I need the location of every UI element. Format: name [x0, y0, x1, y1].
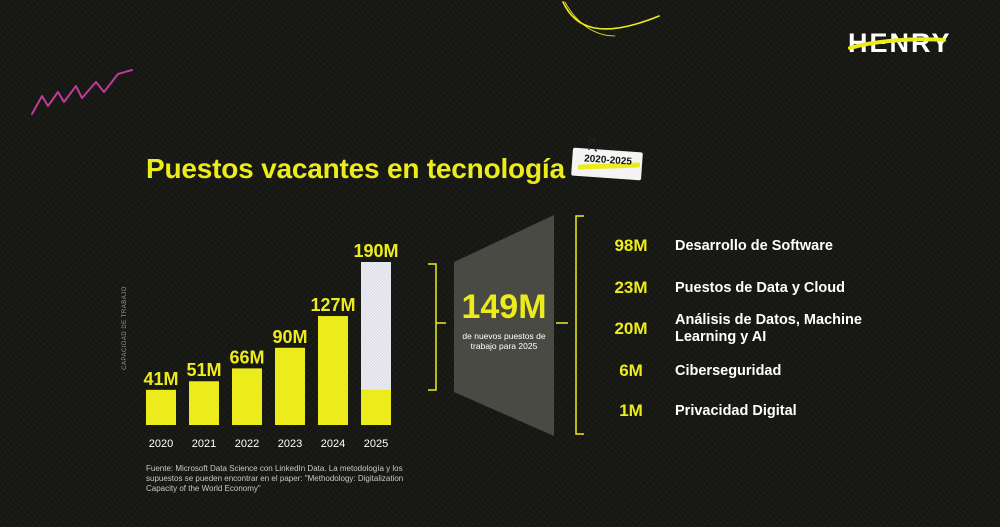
x-tick-label-2025: 2025: [364, 438, 388, 450]
breakdown-value: 23M: [614, 278, 648, 297]
data-label-2020: 41M: [143, 369, 178, 389]
breakdown-row-software: 98M Desarrollo de Software: [600, 236, 833, 256]
breakdown-label: Desarrollo de Software: [675, 237, 833, 254]
pink-zigzag-doodle: [31, 69, 133, 115]
bar-2023: [275, 347, 305, 425]
paper-clip-icon: [588, 138, 598, 152]
data-label-2023: 90M: [272, 327, 307, 347]
x-tick-label-2023: 2023: [278, 438, 302, 450]
breakdown-value: 20M: [614, 319, 648, 338]
data-label-2024: 127M: [310, 295, 355, 315]
breakdown-value: 6M: [619, 361, 643, 380]
source-note: Fuente: Microsoft Data Science con Linke…: [146, 464, 404, 493]
yellow-arc-doodle: [562, 1, 660, 37]
bar-2020: [146, 389, 176, 425]
breakdown-row-ai: 20M Análisis de Datos, Machine Learning …: [600, 312, 875, 346]
breakdown-row-privacy: 1M Privacidad Digital: [600, 401, 797, 421]
total-new-jobs-value: 149M: [461, 288, 547, 326]
breakdown-value: 1M: [619, 401, 643, 420]
breakdown-label: Puestos de Data y Cloud: [675, 279, 846, 296]
breakdown-label: Análisis de Datos, Machine Learning y AI: [675, 312, 862, 345]
data-label-2025: 190M: [353, 241, 398, 261]
tag-highlight-stroke: [578, 162, 640, 170]
total-new-jobs-caption: de nuevos puestos de trabajo para 2025: [462, 331, 546, 351]
x-tick-label-2021: 2021: [192, 438, 216, 450]
x-tick-label-2022: 2022: [235, 438, 259, 450]
x-tick-label-2024: 2024: [321, 438, 345, 450]
logo-underline-swoosh: [848, 37, 946, 50]
funnel-shape: [454, 215, 554, 436]
x-tick-label-2020: 2020: [149, 438, 173, 450]
date-range-tag: 2020-2025: [568, 138, 646, 184]
bar-2025-base-segment: [361, 389, 391, 425]
breakdown-label: Ciberseguridad: [675, 362, 782, 379]
left-bracket: [428, 263, 437, 391]
bar-2021: [189, 381, 219, 425]
y-axis-label: CAPACIDAD DE TRABAJO: [122, 286, 128, 370]
bar-2022: [232, 368, 262, 425]
breakdown-label: Privacidad Digital: [675, 402, 797, 419]
bar-2024: [318, 316, 348, 425]
data-label-2021: 51M: [186, 360, 221, 380]
bar-chart: 41M 2020 51M 2021 66M 2022 90M 2023 127M 2024 190M…: [143, 241, 398, 450]
breakdown-row-data-cloud: 23M Puestos de Data y Cloud: [600, 278, 845, 298]
breakdown-row-cybersecurity: 6M Ciberseguridad: [600, 361, 781, 381]
page-title: Puestos vacantes en tecnología: [146, 153, 565, 184]
right-bracket: [575, 215, 584, 435]
breakdown-value: 98M: [614, 236, 648, 255]
data-label-2022: 66M: [229, 347, 264, 367]
henry-logo: HENRY: [848, 28, 972, 58]
funnel-connector: [428, 215, 584, 436]
